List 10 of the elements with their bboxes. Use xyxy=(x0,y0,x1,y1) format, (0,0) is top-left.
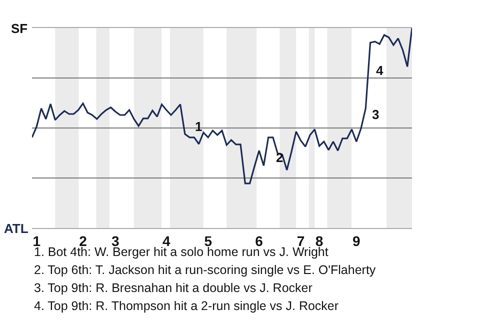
text: ATL xyxy=(4,221,28,236)
x-tick-label: 9 xyxy=(352,232,360,249)
annotation: 1 xyxy=(195,119,202,134)
annotation: 2 xyxy=(276,150,284,165)
text: 3. Top 9th: R. Bresnahan hit a double vs J. Rocker xyxy=(34,281,312,295)
annotation: 3 xyxy=(372,107,380,122)
text: SF xyxy=(11,21,28,36)
annotation: 4 xyxy=(376,63,384,78)
text: 2. Top 6th: T. Jackson hit a run-scoring single vs E. O'Flaherty xyxy=(34,263,376,277)
text: 4. Top 9th: R. Thompson hit a 2-run single vs J. Rocker xyxy=(34,299,339,313)
